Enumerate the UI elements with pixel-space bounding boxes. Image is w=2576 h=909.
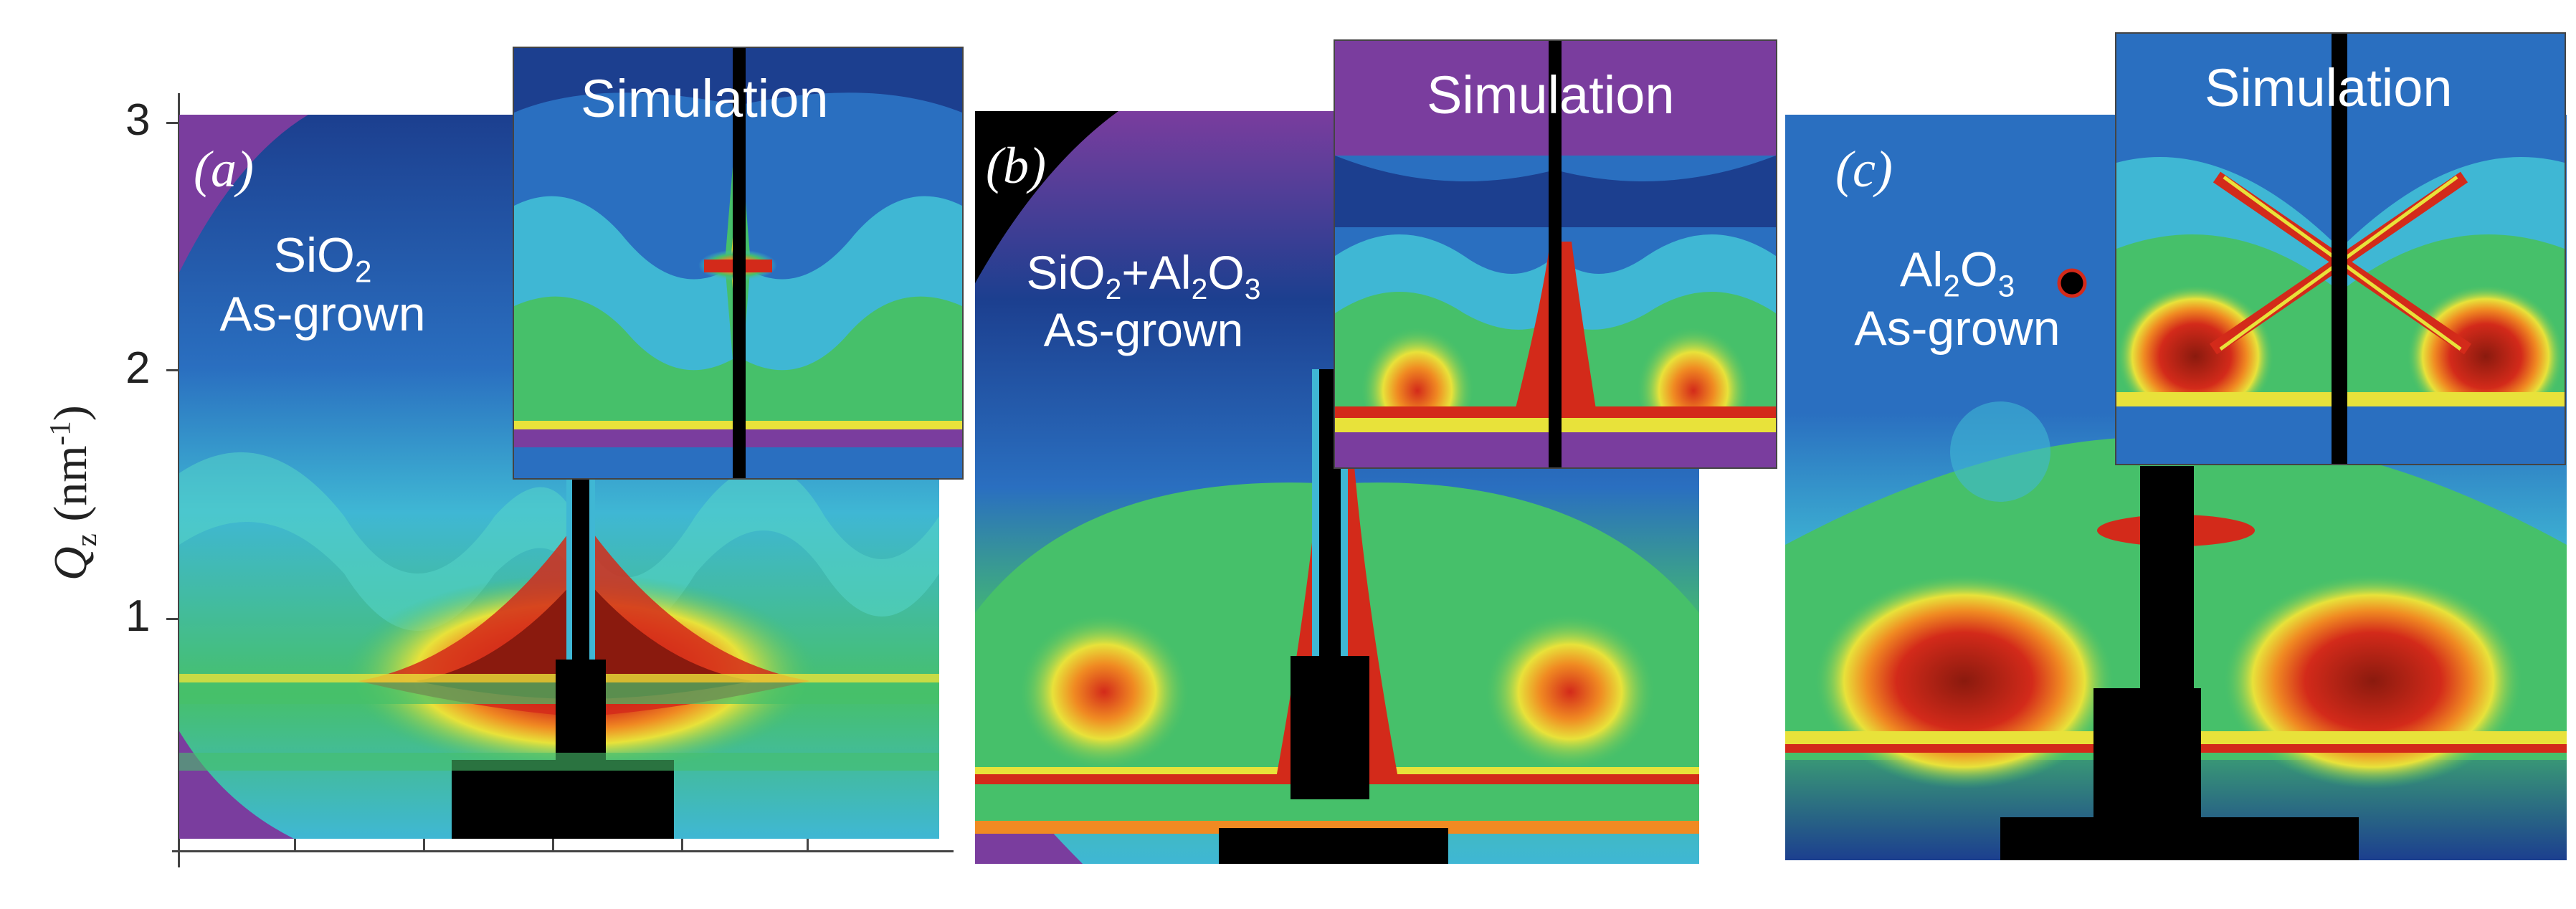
panel-a-letter: (a) (194, 141, 254, 198)
y-tick-label-1: 1 (125, 591, 151, 641)
panel-b-inset-title: Simulation (1427, 65, 1675, 125)
panel-c-sample-label: Al2O3 As-grown (1854, 242, 2061, 356)
x-tick (294, 839, 296, 852)
panel-a-map (179, 115, 939, 839)
y-tick-3 (166, 122, 181, 124)
panel-b-letter: (b) (986, 137, 1046, 194)
x-tick (552, 839, 554, 852)
x-axis-line (172, 850, 954, 852)
panel-b-sample-label: SiO2+Al2O3 As-grown (1026, 246, 1261, 357)
y-tick-label-3: 3 (125, 95, 151, 145)
panel-a-simulation-inset (513, 47, 964, 480)
x-tick (423, 839, 425, 852)
y-axis-line (178, 93, 180, 867)
panel-b-simulation-inset (1334, 39, 1777, 469)
x-tick (681, 839, 683, 852)
y-tick-1 (166, 618, 181, 620)
x-tick (807, 839, 809, 852)
y-tick-2 (166, 369, 181, 371)
panel-c-letter: (c) (1835, 141, 1893, 198)
panel-a-sample-label: SiO2 As-grown (219, 228, 426, 342)
y-axis (172, 93, 181, 867)
panel-a-inset-title: Simulation (581, 69, 829, 128)
y-tick-label-2: 2 (125, 343, 151, 393)
y-axis-label: Qz (nm-1) (44, 405, 103, 581)
panel-c-simulation-inset (2115, 32, 2566, 465)
panel-c-inset-title: Simulation (2205, 58, 2453, 118)
